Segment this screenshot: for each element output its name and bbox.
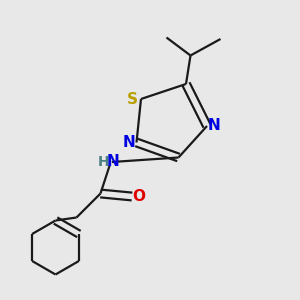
Text: N: N <box>123 135 136 150</box>
Text: O: O <box>132 189 145 204</box>
Text: N: N <box>208 118 220 133</box>
Text: N: N <box>107 154 119 169</box>
Text: H: H <box>98 155 109 169</box>
Text: S: S <box>127 92 138 106</box>
